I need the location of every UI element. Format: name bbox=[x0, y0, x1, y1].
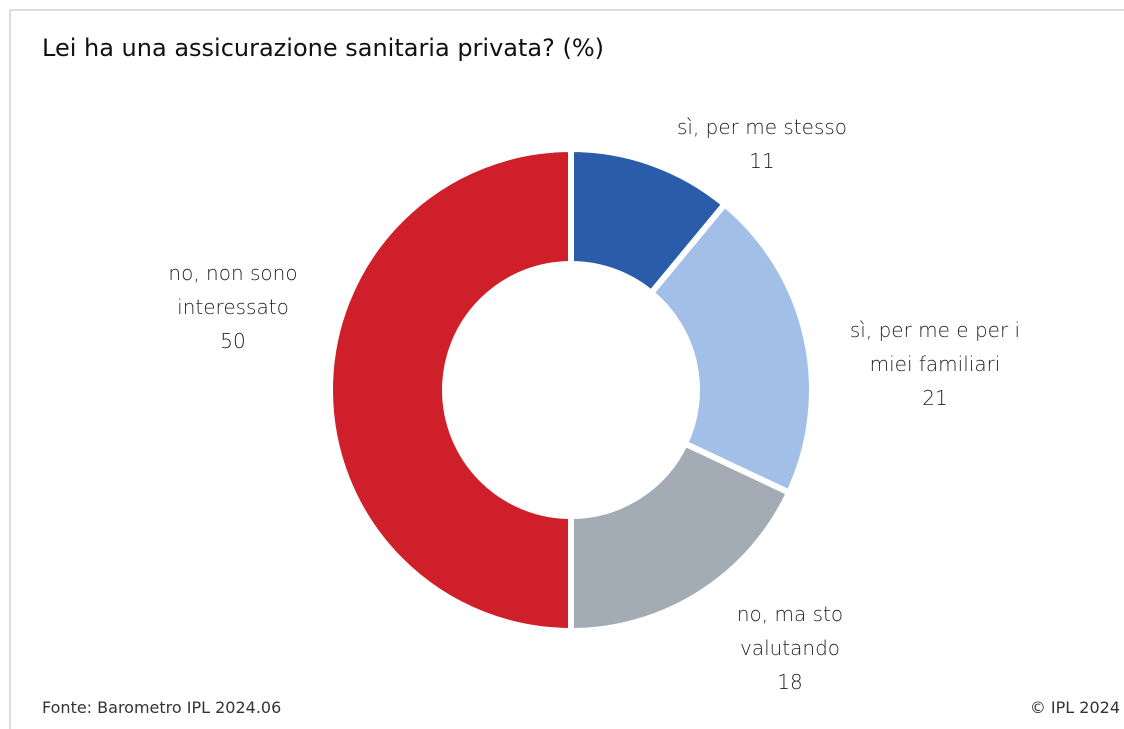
chart-title: Lei ha una assicurazione sanitaria priva… bbox=[42, 34, 605, 62]
slice bbox=[327, 145, 574, 635]
slice-category: no, non sono interessato bbox=[168, 261, 298, 319]
slice-value: 21 bbox=[922, 386, 948, 410]
source: Fonte: Barometro IPL 2024.06 bbox=[42, 698, 282, 717]
slice-label: sì, per me stesso 11 bbox=[632, 110, 892, 178]
slice-category: sì, per me stesso bbox=[676, 115, 848, 139]
slice-label: no, non sono interessato 50 bbox=[153, 256, 313, 358]
slice-value: 50 bbox=[220, 329, 246, 353]
slice-value: 11 bbox=[749, 149, 775, 173]
slice-category: sì, per me e per i miei familiari bbox=[849, 318, 1021, 376]
copyright: © IPL 2024 bbox=[1029, 698, 1120, 717]
slice bbox=[647, 200, 815, 497]
slice bbox=[568, 439, 794, 635]
slice-label: no, ma sto valutando 18 bbox=[725, 597, 855, 699]
slice-label: sì, per me e per i miei familiari 21 bbox=[845, 313, 1025, 415]
slice-category: no, ma sto valutando bbox=[736, 602, 844, 660]
slice-value: 18 bbox=[777, 670, 803, 694]
